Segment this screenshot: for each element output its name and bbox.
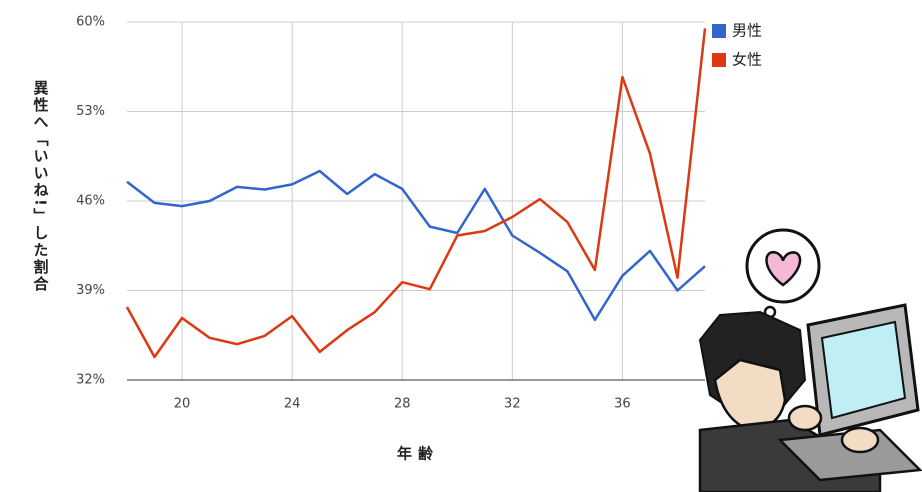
- laptop-screen: [820, 320, 907, 420]
- y-tick-label: 60%: [76, 15, 105, 30]
- x-tick-label: 24: [284, 397, 301, 412]
- illustration: [698, 228, 922, 492]
- y-axis-title: 異性へ「いいね!」した割合: [32, 80, 50, 293]
- y-tick-label: 53%: [76, 104, 105, 119]
- y-tick-label: 32%: [76, 373, 105, 388]
- legend-swatch: [712, 24, 726, 38]
- hand: [787, 404, 823, 432]
- line-series: [126, 169, 706, 322]
- hand: [840, 426, 880, 454]
- legend-swatch: [712, 53, 726, 67]
- x-tick-label: 20: [174, 397, 191, 412]
- line-series: [125, 28, 707, 359]
- y-tick-label: 39%: [76, 283, 105, 298]
- face: [713, 358, 787, 432]
- legend-label: 男性: [732, 22, 762, 40]
- y-tick-label: 46%: [76, 194, 105, 209]
- x-tick-label: 32: [504, 397, 521, 412]
- x-axis-title: 年齢: [397, 445, 439, 463]
- legend-label: 女性: [732, 51, 762, 69]
- heart: [765, 251, 802, 287]
- x-tick-label: 28: [394, 397, 411, 412]
- x-tick-label: 36: [614, 397, 631, 412]
